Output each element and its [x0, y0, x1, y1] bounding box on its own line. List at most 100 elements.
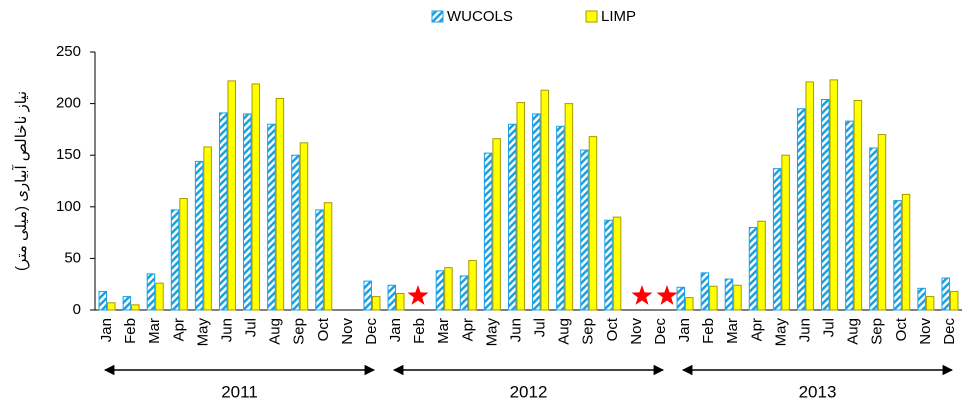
bar [748, 226, 758, 311]
x-tick-label: Oct [315, 317, 332, 341]
bar [532, 113, 541, 311]
x-tick-label: Nov [917, 318, 934, 345]
bar [685, 297, 694, 311]
legend-swatch [431, 10, 444, 23]
bar [371, 296, 381, 311]
bar [483, 152, 493, 311]
x-tick-label: Dec [363, 318, 380, 345]
x-tick-label: Dec [652, 318, 669, 345]
x-tick-label: Feb [122, 318, 139, 344]
bar [724, 278, 734, 311]
bar [218, 112, 228, 311]
bar [98, 290, 108, 311]
bar [291, 154, 300, 311]
bar [853, 100, 863, 311]
x-tick-label: Sep [869, 318, 886, 345]
bar [772, 168, 782, 311]
bar [155, 282, 164, 311]
bar [203, 146, 212, 311]
bar [901, 193, 911, 311]
bar [435, 270, 445, 311]
y-tick-label: 200 [56, 95, 81, 112]
x-tick-label: Apr [748, 318, 765, 341]
x-tick-label: Feb [411, 318, 428, 344]
x-tick-label: Nov [628, 318, 645, 345]
x-tick-label: Jan [98, 318, 115, 342]
bar [387, 284, 397, 311]
x-tick-label: May [483, 318, 500, 347]
missing-markers [407, 285, 678, 305]
bar [540, 89, 550, 311]
bar [781, 154, 790, 311]
bar [323, 202, 333, 311]
y-tick-label: 50 [64, 249, 81, 266]
bar [917, 287, 926, 311]
legend-label: WUCOLS [447, 8, 513, 25]
bar [170, 209, 180, 311]
x-tick-label: Aug [267, 318, 284, 345]
bar [796, 108, 806, 311]
x-tick-label: May [194, 318, 211, 347]
x-tick-label: Jun [507, 318, 524, 342]
bar [492, 138, 501, 311]
x-tick-label: Aug [556, 318, 573, 345]
bar [604, 219, 613, 311]
bar [700, 272, 710, 311]
y-axis-title: نیاز ناخالص آبیاری (میلی متر) [12, 91, 30, 271]
x-tick-label: Jul [821, 318, 838, 337]
bar [267, 123, 276, 311]
bar [275, 97, 285, 311]
y-tick-label: 100 [56, 198, 81, 215]
bar [179, 198, 188, 311]
bar [516, 102, 525, 311]
bar [556, 125, 565, 311]
bar [131, 304, 140, 311]
year-label: 2012 [510, 382, 548, 401]
bar [396, 292, 405, 311]
bar [805, 81, 814, 311]
bar [757, 220, 766, 311]
x-tick-label: May [772, 318, 789, 347]
bar [459, 275, 469, 311]
x-tick-label: Mar [724, 318, 741, 344]
bar [580, 149, 589, 311]
bar [243, 113, 252, 311]
bar [363, 280, 372, 311]
x-tick-label: Aug [845, 318, 862, 345]
year-label: 2011 [221, 382, 258, 401]
bar [821, 98, 830, 311]
y-tick-label: 250 [56, 43, 81, 60]
bar [227, 80, 236, 311]
legend-label: LIMP [601, 8, 636, 25]
x-tick-label: Jul [532, 318, 549, 337]
x-tick-label: Nov [339, 318, 356, 345]
bar [564, 103, 574, 311]
bar [733, 284, 742, 311]
x-tick-label: Mar [435, 318, 452, 344]
bar [444, 267, 453, 311]
bar [925, 296, 935, 311]
bar [146, 273, 156, 311]
x-tick-label: Jan [387, 318, 404, 342]
bar [588, 136, 598, 311]
bar [949, 290, 959, 311]
year-label: 2013 [799, 382, 837, 401]
y-tick-label: 0 [73, 301, 81, 318]
bar [676, 286, 686, 311]
bar [877, 134, 887, 311]
bar [107, 302, 116, 311]
bar [709, 285, 718, 311]
x-tick-label: Apr [459, 318, 476, 341]
star [631, 285, 653, 305]
bar [299, 142, 309, 311]
bar [194, 160, 204, 311]
x-tick-label: Sep [580, 318, 597, 345]
x-tick-label: Apr [170, 318, 187, 341]
x-tick-label: Oct [893, 317, 910, 341]
x-tick-label: Oct [604, 317, 621, 341]
legend-swatch [585, 10, 598, 23]
x-tick-label: Dec [941, 318, 958, 345]
bar [893, 200, 902, 311]
bar [468, 259, 477, 311]
